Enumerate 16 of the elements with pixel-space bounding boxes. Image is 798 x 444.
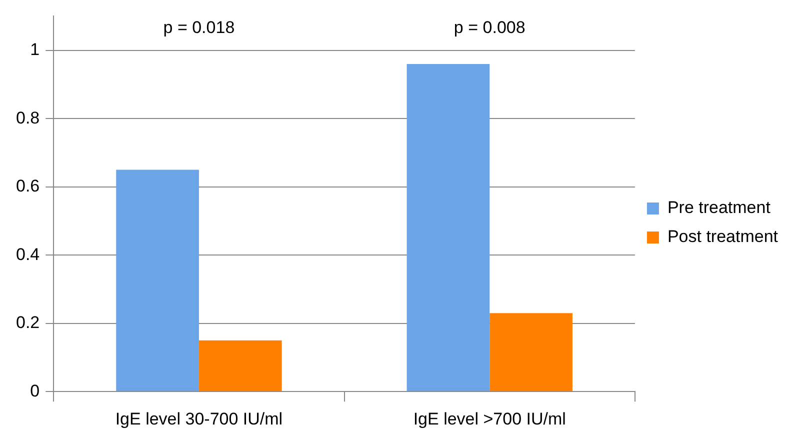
bar [116,170,199,392]
y-tick-label: 0.2 [16,313,40,332]
legend-label: Post treatment [667,227,778,246]
annotation: p = 0.018 [163,18,235,37]
bar [490,313,572,392]
y-tick-label: 0.4 [16,244,40,264]
bar [198,340,282,392]
y-tick-label: 1 [30,40,40,60]
x-tick-label: IgE level >700 IU/ml [413,409,566,428]
y-tick-label: 0.8 [16,108,40,128]
y-tick-label: 0 [30,381,40,400]
legend-label: Pre treatment [667,198,771,218]
y-tick-label: 0.6 [16,176,40,196]
x-tick-label: IgE level 30-700 IU/ml [115,409,283,428]
bar [406,64,490,392]
annotation: p = 0.008 [454,18,526,37]
